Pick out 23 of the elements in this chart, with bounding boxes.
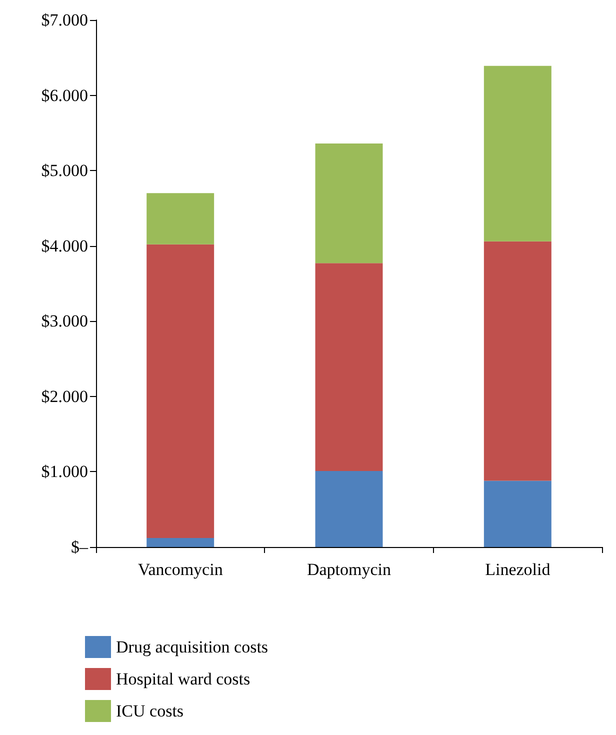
legend-label: Drug acquisition costs [116, 638, 268, 656]
legend-label: ICU costs [116, 702, 184, 720]
bar [146, 538, 214, 547]
bar [315, 470, 383, 547]
legend-label: Hospital ward costs [116, 670, 250, 688]
y-tick-label: $5.000 [41, 161, 88, 180]
bar [484, 480, 552, 547]
x-tick-label: Daptomycin [306, 560, 392, 579]
y-tick-label: $6.000 [41, 86, 88, 105]
bar [484, 241, 552, 481]
bar [146, 193, 214, 244]
bar [146, 244, 214, 538]
y-tick-label: $– [71, 538, 88, 556]
bar [315, 263, 383, 471]
bar [315, 143, 383, 264]
y-tick-label: $4.000 [41, 236, 88, 256]
bar [484, 66, 552, 242]
x-tick-label: Linezolid [485, 560, 551, 579]
y-tick-label: $2.000 [41, 386, 88, 406]
x-tick-label: Vancomycin [138, 560, 224, 579]
y-tick-label: $1.000 [41, 462, 88, 482]
y-tick-label: $7.000 [41, 10, 88, 30]
y-tick-label: $3.000 [41, 312, 88, 331]
